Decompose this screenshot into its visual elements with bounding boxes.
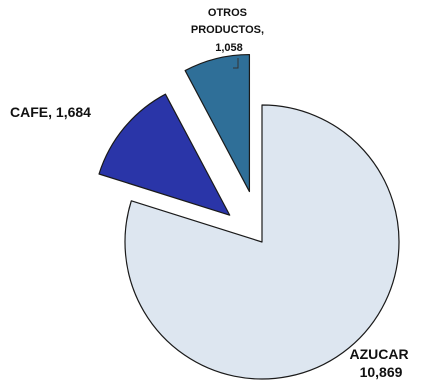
leader-line-otros: [233, 58, 239, 69]
pie-slice-otros-productos: [184, 53, 251, 193]
pie-slice-cafe: [98, 93, 231, 216]
slice-label-azucar-value: 10,869: [360, 364, 403, 380]
slice-label-azucar-name: AZUCAR: [350, 346, 409, 362]
slice-label-cafe: CAFE, 1,684: [10, 104, 91, 120]
slice-label-otros: OTROS PRODUCTOS, 1,058: [191, 7, 267, 54]
slice-label-otros-value: 1,058: [215, 42, 243, 54]
slice-label-otros-name-1: OTROS: [208, 7, 247, 19]
slice-label-azucar: AZUCAR 10,869: [350, 346, 413, 380]
pie-slice-azucar: [124, 104, 400, 380]
slice-label-cafe-name: CAFE: [10, 104, 48, 120]
slice-label-cafe-value: 1,684: [56, 104, 91, 120]
slices-layer: [98, 53, 400, 380]
slice-label-cafe-sep: ,: [48, 104, 56, 120]
slice-label-otros-name-2: PRODUCTOS,: [191, 24, 264, 36]
